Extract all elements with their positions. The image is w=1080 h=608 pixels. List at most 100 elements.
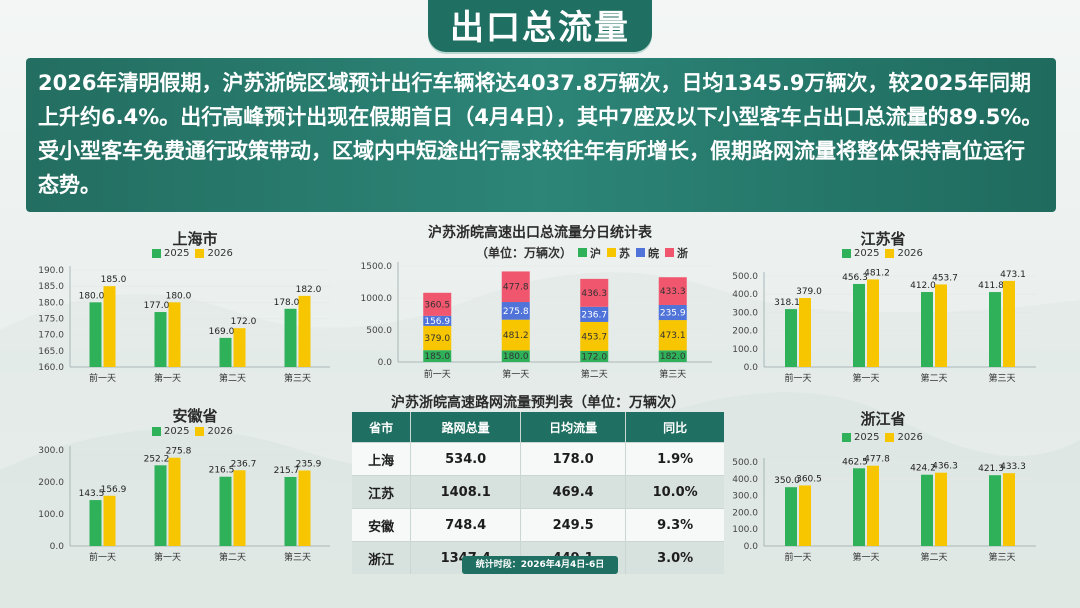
bar-2026 — [168, 457, 181, 546]
chart-subtitle-stacked: （单位：万辆次） — [476, 246, 573, 260]
data-label: 156.9 — [101, 485, 127, 495]
x-tick-label: 前一天 — [424, 368, 451, 380]
legend-label-2026: 2026 — [207, 248, 233, 259]
table-header-cell: 同比 — [625, 412, 724, 443]
data-label: 481.2 — [864, 268, 890, 278]
stacked-segment-沪 — [658, 350, 687, 362]
bar-2025 — [921, 292, 933, 367]
chart-title-anhui: 安徽省 — [172, 407, 218, 425]
y-tick-label: 0.0 — [378, 358, 393, 368]
bar-2026 — [298, 295, 311, 367]
table-row: 上海 534.0 178.0 1.9% — [352, 442, 724, 476]
legend-label-2026: 2026 — [897, 432, 923, 443]
y-tick-label: 500.0 — [366, 326, 392, 336]
y-tick-label: 100.0 — [38, 510, 64, 520]
stacked-segment-沪 — [501, 350, 530, 362]
data-label: 360.5 — [796, 474, 822, 484]
legend-swatch-2026 — [885, 249, 895, 258]
bar-2025 — [989, 475, 1001, 546]
legend-swatch-hu — [578, 248, 588, 257]
data-label: 178.0 — [274, 298, 300, 308]
x-tick-label: 第二天 — [219, 372, 246, 384]
bar-2026 — [1003, 473, 1015, 546]
stacked-segment-苏 — [501, 319, 530, 351]
legend-label-2026: 2026 — [207, 426, 233, 437]
bar-2026 — [168, 302, 181, 367]
y-tick-label: 200.0 — [38, 478, 64, 488]
y-tick-label: 300.0 — [38, 446, 64, 456]
table-row: 江苏 1408.1 469.4 10.0% — [352, 475, 724, 509]
y-tick-label: 180.0 — [38, 298, 64, 308]
legend-swatch-wan — [636, 248, 646, 257]
data-label: 156.9 — [424, 317, 450, 327]
data-label: 169.0 — [209, 327, 235, 337]
data-label: 379.0 — [796, 287, 822, 297]
legend-shanghai: 2025 2026 — [148, 248, 233, 259]
table-header-cell: 日均流量 — [520, 412, 626, 443]
y-tick-label: 300.0 — [732, 308, 758, 318]
y-tick-label: 300.0 — [732, 492, 758, 502]
stacked-segment-皖 — [658, 304, 687, 321]
data-label: 436.3 — [932, 462, 958, 472]
legend-label-2025: 2025 — [854, 248, 880, 259]
data-label: 182.0 — [296, 285, 322, 295]
stacked-segment-皖 — [501, 302, 530, 320]
bar-2025 — [219, 476, 232, 546]
x-tick-label: 第一天 — [154, 551, 181, 563]
legend-zhejiang: 2025 2026 — [838, 432, 923, 443]
bar-chart-shanghai: 160.0 165.0 170.0 175.0 180.0 185.0 190.0 前一天 18… — [38, 266, 330, 384]
table-header-cell: 路网总量 — [410, 412, 521, 443]
bar-2025 — [853, 283, 865, 367]
x-tick-label: 前一天 — [784, 551, 811, 563]
table-cell: 10.0% — [625, 475, 724, 509]
data-label: 477.8 — [864, 455, 890, 465]
data-label: 252.2 — [144, 454, 170, 464]
y-tick-label: 100.0 — [732, 525, 758, 535]
legend-anhui: 2025 2026 — [148, 426, 233, 437]
table-header-cell: 省市 — [352, 412, 411, 443]
stacked-segment-沪 — [580, 350, 609, 362]
page-title: 出口总流量 — [428, 0, 652, 52]
data-label: 360.5 — [424, 300, 450, 310]
y-tick-label: 0.0 — [50, 542, 65, 552]
x-tick-label: 第三天 — [284, 372, 311, 384]
data-label: 481.2 — [503, 331, 529, 341]
bar-2026 — [867, 465, 879, 546]
y-tick-label: 1000.0 — [361, 294, 393, 304]
x-tick-label: 第一天 — [852, 551, 879, 563]
data-label: 433.3 — [660, 287, 686, 297]
stacked-segment-沪 — [423, 350, 452, 362]
stacked-segment-浙 — [580, 278, 609, 307]
legend-swatch-2025 — [152, 249, 161, 258]
x-tick-label: 第二天 — [219, 551, 246, 563]
bar-2026 — [935, 284, 947, 367]
road-network-table: 省市 路网总量 日均流量 同比 上海 534.0 178.0 1.9% 江苏 1408.… — [352, 412, 724, 574]
data-label: 182.0 — [660, 352, 686, 362]
legend-label-wan: 皖 — [648, 246, 660, 260]
legend-stacked: （单位：万辆次） 沪 苏 皖 浙 — [476, 244, 688, 261]
data-label: 185.0 — [101, 275, 127, 285]
y-tick-label: 170.0 — [38, 331, 64, 341]
table-cell: 748.4 — [410, 508, 521, 542]
table-header-row: 省市 路网总量 日均流量 同比 — [352, 412, 724, 443]
bar-2025 — [853, 468, 865, 546]
data-label: 180.0 — [166, 291, 192, 301]
stacked-segment-浙 — [423, 292, 452, 316]
x-tick-label: 第二天 — [920, 372, 947, 384]
data-label: 180.0 — [79, 291, 105, 301]
bar-2026 — [799, 485, 811, 546]
legend-swatch-2025 — [842, 249, 851, 258]
data-label: 379.0 — [424, 334, 450, 344]
data-label: 350.0 — [774, 476, 800, 486]
data-label: 180.0 — [503, 352, 529, 362]
table-cell: 1.9% — [625, 442, 724, 476]
x-tick-label: 第二天 — [920, 551, 947, 563]
data-label: 436.3 — [581, 289, 607, 299]
data-label: 235.9 — [296, 460, 322, 470]
data-label: 216.5 — [209, 466, 235, 476]
legend-swatch-2026 — [195, 427, 205, 436]
table-cell: 469.4 — [520, 475, 626, 509]
stacked-bar-chart: 0.0 500.0 1000.0 1500.0 前一天 185.0 379.0 156.9 36… — [361, 262, 712, 380]
bar-2025 — [284, 308, 297, 367]
legend-jiangsu: 2025 2026 — [838, 248, 923, 259]
